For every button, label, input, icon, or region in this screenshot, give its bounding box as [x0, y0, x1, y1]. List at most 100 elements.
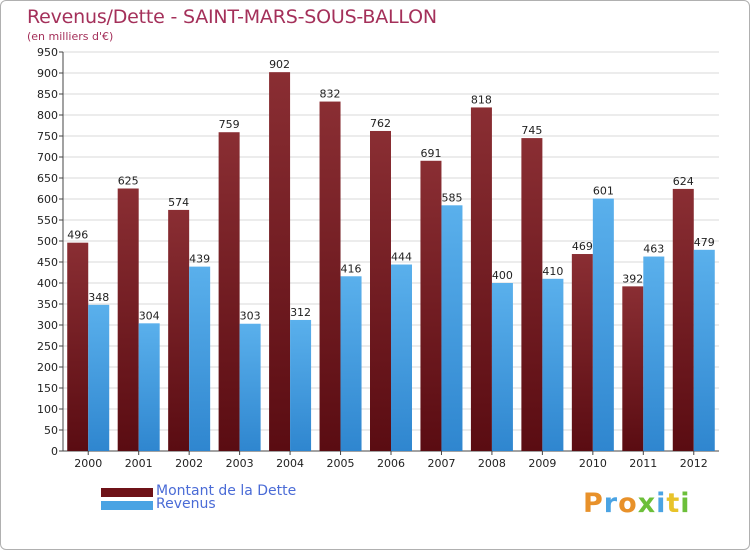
bar-revenus [391, 264, 412, 451]
data-label-revenus: 348 [88, 291, 109, 304]
y-tick-label: 300 [37, 319, 58, 332]
data-label-dette: 469 [572, 240, 593, 253]
x-tick-label: 2004 [276, 457, 304, 470]
data-label-dette: 574 [168, 196, 189, 209]
data-label-revenus: 585 [441, 191, 462, 204]
data-label-revenus: 463 [643, 243, 664, 256]
y-tick-label: 950 [37, 46, 58, 59]
x-tick-label: 2003 [226, 457, 254, 470]
data-label-revenus: 312 [290, 306, 311, 319]
logo-letter: r [603, 488, 619, 519]
y-tick-label: 100 [37, 403, 58, 416]
x-tick-label: 2006 [377, 457, 405, 470]
bar-dette [319, 101, 341, 451]
data-label-revenus: 400 [492, 269, 513, 282]
y-tick-label: 900 [37, 67, 58, 80]
bar-revenus [592, 198, 614, 451]
bar-revenus [88, 304, 110, 451]
y-tick-label: 450 [37, 256, 58, 269]
bar-revenus [693, 249, 715, 451]
bar-revenus [290, 319, 312, 451]
bar-dette [67, 242, 89, 451]
y-tick-label: 800 [37, 109, 58, 122]
data-label-dette: 624 [673, 175, 694, 188]
y-tick-label: 400 [37, 277, 58, 290]
x-tick-label: 2009 [528, 457, 556, 470]
y-tick-label: 600 [37, 193, 58, 206]
bar-dette [622, 286, 644, 451]
y-tick-label: 500 [37, 235, 58, 248]
data-label-dette: 691 [420, 147, 441, 160]
y-tick-label: 250 [37, 340, 58, 353]
bar-revenus [189, 266, 211, 451]
y-tick-label: 850 [37, 88, 58, 101]
data-label-dette: 832 [320, 88, 341, 101]
y-tick-label: 700 [37, 151, 58, 164]
y-tick-label: 750 [37, 130, 58, 143]
bar-dette [218, 132, 240, 451]
data-label-dette: 759 [219, 118, 240, 131]
x-tick-label: 2012 [680, 457, 708, 470]
legend-swatch-dette [101, 488, 153, 497]
bar-dette [521, 138, 543, 451]
x-tick-label: 2001 [125, 457, 153, 470]
bar-dette [168, 209, 190, 451]
data-label-dette: 818 [471, 93, 492, 106]
logo-letter: o [618, 488, 638, 519]
y-tick-label: 0 [51, 445, 58, 458]
legend-label-dette: Montant de la Dette [156, 483, 297, 499]
logo-letter: P [583, 488, 604, 519]
data-label-revenus: 479 [694, 236, 715, 249]
x-tick-label: 2008 [478, 457, 506, 470]
legend-swatch-revenus [101, 501, 153, 510]
chart-unit-subtitle: (en milliers d'€) [27, 30, 114, 43]
bar-dette [117, 188, 139, 451]
data-label-revenus: 416 [341, 262, 362, 275]
data-label-dette: 902 [269, 58, 290, 71]
x-tick-label: 2002 [175, 457, 203, 470]
x-tick-label: 2005 [327, 457, 355, 470]
y-tick-label: 650 [37, 172, 58, 185]
bars [67, 72, 715, 452]
bar-revenus [542, 278, 564, 451]
bar-dette [370, 130, 391, 451]
bar-revenus [239, 323, 261, 451]
data-label-dette: 745 [521, 124, 542, 137]
chart-title: Revenus/Dette - SAINT-MARS-SOUS-BALLON [27, 6, 437, 28]
proxiti-logo: Proxiti [583, 488, 691, 519]
data-label-revenus: 601 [593, 185, 614, 198]
bar-dette [420, 160, 442, 451]
bar-dette [470, 107, 492, 451]
x-tick-label: 2011 [629, 457, 657, 470]
x-tick-label: 2007 [427, 457, 455, 470]
logo-letter: i [656, 488, 667, 519]
data-label-dette: 392 [622, 272, 643, 285]
data-label-dette: 762 [370, 117, 391, 130]
y-tick-label: 350 [37, 298, 58, 311]
data-label-dette: 496 [67, 229, 88, 242]
data-label-revenus: 410 [542, 265, 563, 278]
y-tick-label: 550 [37, 214, 58, 227]
data-label-revenus: 304 [139, 309, 160, 322]
y-tick-label: 150 [37, 382, 58, 395]
bar-revenus [491, 283, 513, 451]
data-label-revenus: 444 [391, 251, 412, 264]
logo-letter: i [680, 488, 691, 519]
x-tick-label: 2010 [579, 457, 607, 470]
bar-dette [672, 188, 694, 452]
data-label-revenus: 303 [240, 310, 261, 323]
legend-label-revenus: Revenus [156, 496, 216, 512]
logo-letter: t [666, 488, 681, 519]
logo-letter: x [637, 488, 657, 519]
bar-revenus [441, 205, 463, 451]
data-label-dette: 625 [118, 175, 139, 188]
bar-dette [269, 72, 291, 451]
bar-revenus [340, 276, 362, 451]
y-tick-label: 50 [44, 424, 58, 437]
labels: 0 50 100 150 200 250 300 350 400 450 500 550 600 650 7… [37, 46, 715, 470]
bar-revenus [138, 323, 160, 451]
data-label-revenus: 439 [189, 253, 210, 266]
bar-revenus [643, 256, 665, 451]
